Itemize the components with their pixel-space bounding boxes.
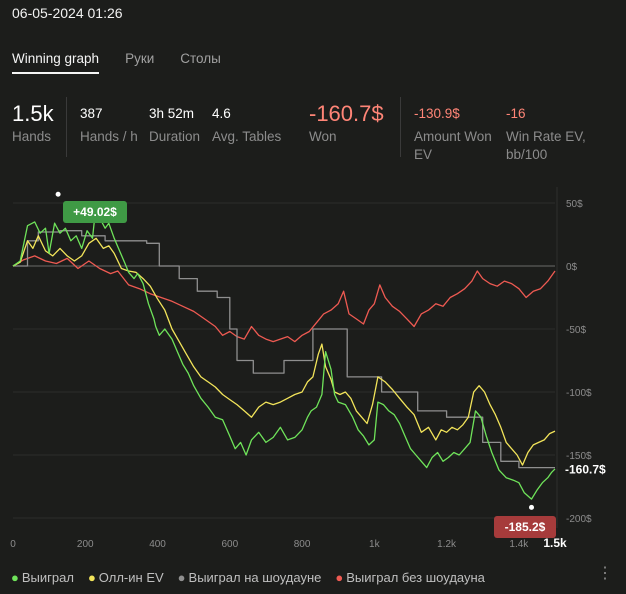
stat-won-label: Won bbox=[309, 129, 337, 144]
x-tick-label: 800 bbox=[294, 539, 311, 550]
chart-legend: ● Выиграл ● Олл-ин EV ● Выиграл на шоуда… bbox=[11, 570, 499, 585]
legend-dot-icon: ● bbox=[177, 570, 186, 585]
x-tick-label: 200 bbox=[77, 539, 94, 550]
series-line-2 bbox=[13, 230, 555, 469]
stat-hands-per-hour-label: Hands / h bbox=[80, 129, 138, 144]
y-tick-label: -200$ bbox=[566, 514, 592, 525]
chart-ticks: 50$ 0$ -50$ -100$ -150$ -200$ 0 200 400 600 800 1k 1… bbox=[10, 199, 592, 550]
stat-avg-tables: 4.6 Avg. Tables bbox=[212, 100, 281, 146]
tab-winning-graph[interactable]: Winning graph bbox=[12, 51, 100, 74]
legend-item-allin-ev[interactable]: ● Олл-ин EV bbox=[88, 570, 164, 585]
legend-item-won[interactable]: ● Выиграл bbox=[11, 570, 74, 585]
y-tick-label: 0$ bbox=[566, 262, 578, 273]
stat-duration-label: Duration bbox=[149, 129, 201, 144]
x-tick-label: 1k bbox=[369, 539, 381, 550]
tab-bar: Winning graph Руки Столы bbox=[12, 51, 247, 74]
x-tick-label: 1.5k bbox=[543, 536, 567, 550]
legend-item-showdown[interactable]: ● Выиграл на шоудауне bbox=[178, 570, 322, 585]
series-line-1 bbox=[12, 235, 556, 466]
y-tick-label: -50$ bbox=[566, 325, 586, 336]
min-point-marker bbox=[529, 504, 535, 510]
stat-duration-value: 3h 52m bbox=[149, 106, 195, 121]
legend-dot-icon: ● bbox=[335, 570, 344, 585]
x-tick-label: 1.4k bbox=[509, 539, 529, 550]
y-tick-label: -150$ bbox=[566, 451, 592, 462]
y-tick-label: 50$ bbox=[566, 199, 583, 210]
tab-tables[interactable]: Столы bbox=[180, 51, 221, 66]
stat-avg-tables-value: 4.6 bbox=[212, 106, 231, 121]
winning-graph-chart[interactable]: 50$ 0$ -50$ -100$ -150$ -200$ 0 200 400 600 800 1k 1… bbox=[0, 185, 626, 555]
legend-label: Выиграл на шоудауне bbox=[188, 570, 322, 585]
stat-avg-tables-label: Avg. Tables bbox=[212, 129, 282, 144]
legend-dot-icon: ● bbox=[11, 570, 19, 585]
stat-win-rate-ev: -16 Win Rate EV, bb/100 bbox=[506, 100, 586, 164]
max-value-badge bbox=[63, 201, 127, 223]
x-tick-label: 0 bbox=[10, 539, 16, 550]
stat-hands-per-hour: 387 Hands / h bbox=[80, 100, 138, 146]
stat-hands: 1.5k Hands bbox=[12, 100, 54, 146]
stat-hands-per-hour-value: 387 bbox=[80, 106, 103, 121]
legend-label: Олл-ин EV bbox=[98, 570, 164, 585]
stat-amount-won-ev: -130.9$ Amount Won EV bbox=[414, 100, 492, 164]
stat-win-rate-ev-label-2: bb/100 bbox=[506, 147, 548, 162]
x-tick-label: 1.2k bbox=[437, 539, 457, 550]
stat-amount-won-ev-label-2: EV bbox=[414, 147, 433, 162]
stat-duration: 3h 52m Duration bbox=[149, 100, 200, 146]
session-date: 06-05-2024 01:26 bbox=[12, 5, 123, 21]
legend-item-non-showdown[interactable]: ● Выиграл без шоудауна bbox=[335, 570, 485, 585]
stat-won-value: -160.7$ bbox=[309, 101, 384, 126]
stat-win-rate-ev-label: Win Rate EV, bbox=[506, 129, 586, 144]
max-value-label: +49.02$ bbox=[73, 205, 117, 219]
legend-label: Выиграл без шоудауна bbox=[346, 570, 485, 585]
legend-dot-icon: ● bbox=[87, 570, 96, 585]
stat-amount-won-ev-value: -130.9$ bbox=[414, 106, 460, 121]
stat-won: -160.7$ Won bbox=[309, 100, 384, 146]
stats-divider bbox=[66, 97, 67, 157]
x-tick-label: 400 bbox=[149, 539, 166, 550]
min-value-badge bbox=[494, 516, 556, 538]
stat-win-rate-ev-value: -16 bbox=[506, 106, 526, 121]
more-options-icon[interactable]: ⋮ bbox=[597, 565, 613, 582]
max-point-marker bbox=[55, 191, 61, 197]
stat-hands-label: Hands bbox=[12, 129, 52, 144]
chart-grid bbox=[13, 187, 558, 528]
series-line-3 bbox=[12, 255, 556, 343]
min-value-label: -185.2$ bbox=[505, 520, 546, 534]
legend-label: Выиграл bbox=[21, 570, 74, 585]
x-tick-label: 600 bbox=[221, 539, 238, 550]
stats-divider bbox=[400, 97, 401, 157]
stat-hands-value: 1.5k bbox=[12, 101, 54, 126]
end-value-label: -160.7$ bbox=[565, 462, 606, 476]
chart-annotations: +49.02$ -185.2$ -160.7$ bbox=[55, 191, 606, 538]
stat-amount-won-ev-label: Amount Won bbox=[414, 129, 492, 144]
y-tick-label: -100$ bbox=[566, 388, 592, 399]
tab-hands[interactable]: Руки bbox=[125, 51, 155, 66]
